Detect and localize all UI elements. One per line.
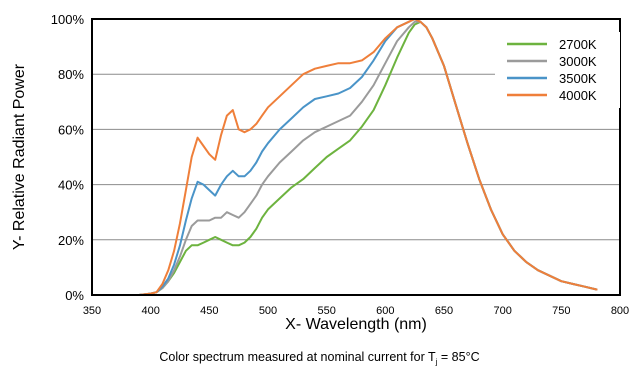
legend: 2700K 3000K 3500K 4000K (495, 32, 620, 108)
x-tick-label: 600 (376, 305, 394, 317)
y-tick-label: 80% (58, 67, 84, 82)
y-tick-label: 40% (58, 178, 84, 193)
y-tick-label: 20% (58, 233, 84, 248)
y-axis-title: Y- Relative Radiant Power (11, 63, 28, 250)
caption-subscript: j (435, 357, 438, 367)
x-axis-title: X- Wavelength (nm) (285, 316, 427, 333)
x-tick-label: 750 (552, 305, 570, 317)
chart-caption: Color spectrum measured at nominal curre… (0, 350, 639, 367)
caption-suffix: = 85°C (437, 350, 480, 364)
x-tick-labels: 350 400 450 500 550 600 650 700 750 800 (83, 305, 629, 317)
caption-prefix: Color spectrum measured at nominal curre… (159, 350, 436, 364)
x-tick-label: 700 (493, 305, 511, 317)
legend-label: 3000K (559, 54, 597, 69)
y-tick-label: 100% (51, 12, 85, 27)
series-line-4000k (126, 18, 598, 296)
x-tick-label: 400 (141, 305, 159, 317)
plot-frame (91, 18, 621, 296)
x-tick-label: 550 (317, 305, 335, 317)
x-tick-label: 500 (259, 305, 277, 317)
x-tick-label: 650 (435, 305, 453, 317)
y-tick-label: 0% (65, 288, 84, 303)
legend-label: 2700K (559, 37, 597, 52)
legend-label: 3500K (559, 71, 597, 86)
x-tick-label: 800 (611, 305, 629, 317)
series-lines (126, 18, 598, 296)
y-tick-label: 60% (58, 122, 84, 137)
legend-label: 4000K (559, 88, 597, 103)
x-tick-label: 450 (200, 305, 218, 317)
y-tick-labels: 0% 20% 40% 60% 80% 100% (51, 12, 85, 303)
x-tick-label: 350 (83, 305, 101, 317)
